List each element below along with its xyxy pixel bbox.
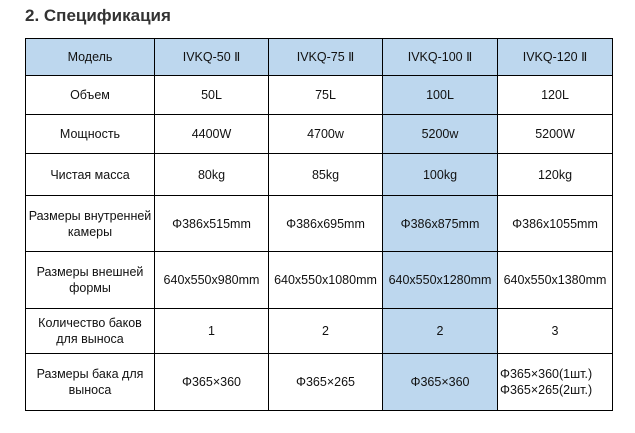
table-cell: 640x550x980mm: [154, 251, 269, 309]
row-label: Объем: [25, 75, 155, 115]
table-row: Объем 50L 75L 100L 120L: [25, 75, 613, 115]
table-cell: Φ365×360(1шт.) Φ365×265(2шт.): [497, 353, 613, 411]
table-cell: Φ386x515mm: [154, 195, 269, 252]
table-cell: IVKQ-50 Ⅱ: [154, 38, 269, 76]
row-label: Модель: [25, 38, 155, 76]
table-cell: 75L: [268, 75, 383, 115]
table-cell: 50L: [154, 75, 269, 115]
table-cell: 4400W: [154, 114, 269, 154]
table-cell: 3: [497, 308, 613, 354]
table-cell: Φ365×360: [154, 353, 269, 411]
row-label: Мощность: [25, 114, 155, 154]
row-label: Чистая масса: [25, 153, 155, 196]
row-label: Количество баков для выноса: [25, 308, 155, 354]
table-cell: 2: [382, 308, 498, 354]
table-row: Чистая масса 80kg 85kg 100kg 120kg: [25, 153, 613, 196]
table-row: Мощность 4400W 4700w 5200w 5200W: [25, 114, 613, 154]
table-cell: 85kg: [268, 153, 383, 196]
table-cell: Φ365×265: [268, 353, 383, 411]
table-cell: 80kg: [154, 153, 269, 196]
table-cell: Φ365×360: [382, 353, 498, 411]
table-cell: IVKQ-75 Ⅱ: [268, 38, 383, 76]
table-row: Количество баков для выноса 1 2 2 3: [25, 308, 613, 354]
table-cell: 100L: [382, 75, 498, 115]
table-cell: Φ386x695mm: [268, 195, 383, 252]
table-cell: Φ386x1055mm: [497, 195, 613, 252]
row-label: Размеры внешней формы: [25, 251, 155, 309]
table-cell: 640x550x1280mm: [382, 251, 498, 309]
table-header-row: Модель IVKQ-50 Ⅱ IVKQ-75 Ⅱ IVKQ-100 Ⅱ IVKQ-1…: [25, 38, 613, 76]
table-cell: 640x550x1380mm: [497, 251, 613, 309]
table-cell: 5200w: [382, 114, 498, 154]
table-cell: IVKQ-120 Ⅱ: [497, 38, 613, 76]
table-cell: 120kg: [497, 153, 613, 196]
table-row: Размеры бака для выноса Φ365×360 Φ365×265 Φ…: [25, 353, 613, 411]
table-cell: 5200W: [497, 114, 613, 154]
section-title: 2. Спецификация: [25, 6, 171, 25]
spec-table: Модель IVKQ-50 Ⅱ IVKQ-75 Ⅱ IVKQ-100 Ⅱ IVKQ-1…: [25, 38, 613, 411]
table-cell: 1: [154, 308, 269, 354]
table-cell: 4700w: [268, 114, 383, 154]
row-label: Размеры внутренней камеры: [25, 195, 155, 252]
table-cell: IVKQ-100 Ⅱ: [382, 38, 498, 76]
table-row: Размеры внутренней камеры Φ386x515mm Φ386x…: [25, 195, 613, 252]
row-label: Размеры бака для выноса: [25, 353, 155, 411]
table-cell: 120L: [497, 75, 613, 115]
table-cell: Φ386x875mm: [382, 195, 498, 252]
table-cell: 100kg: [382, 153, 498, 196]
table-cell: 640x550x1080mm: [268, 251, 383, 309]
table-cell: 2: [268, 308, 383, 354]
table-row: Размеры внешней формы 640x550x980mm 640x55…: [25, 251, 613, 309]
